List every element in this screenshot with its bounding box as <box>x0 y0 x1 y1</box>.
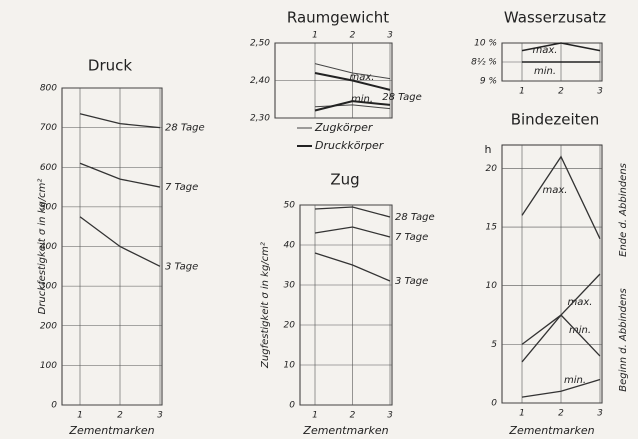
y-axis-label: Druckfestigkeit σ in kg/cm² <box>37 179 48 315</box>
chart-title: Bindezeiten <box>511 111 600 129</box>
annotation: 28 Tage <box>382 92 422 103</box>
annotation: min. <box>564 375 586 386</box>
chart-title: Raumgewicht <box>287 9 389 27</box>
x-tick-label: 2 <box>558 87 564 97</box>
plot-frame <box>299 204 393 406</box>
series-line <box>314 226 391 238</box>
y-tick-label: 0 <box>51 401 57 411</box>
y-tick-label: 2,40 <box>250 76 270 86</box>
legend-label: Zugkörper <box>314 121 374 134</box>
x-tick-label: 3 <box>597 409 603 419</box>
series-label: Ende d. Abbindens <box>618 163 629 257</box>
y-tick-label: 8½ % <box>471 58 497 68</box>
x-axis-label: Zementmarken <box>508 424 594 437</box>
x-tick-label: 3 <box>597 87 603 97</box>
y-tick-label: 20 <box>486 164 498 174</box>
annotation: min. <box>351 94 373 105</box>
y-tick-label: 5 <box>491 340 497 350</box>
series-line <box>521 314 601 357</box>
y-tick-label: 40 <box>284 241 296 251</box>
annotation: min. <box>534 66 556 77</box>
series-label: 7 Tage <box>395 232 428 243</box>
series-label: 3 Tage <box>395 276 428 287</box>
x-tick-label: 3 <box>387 31 393 41</box>
series-line <box>314 63 391 80</box>
series-line <box>79 216 161 267</box>
series-label: 7 Tage <box>165 182 198 193</box>
y-axis-label: Zugfestigkeit σ in kg/cm² <box>260 242 271 369</box>
x-tick-label: 3 <box>387 411 393 421</box>
series-label: 3 Tage <box>165 261 198 272</box>
chart-title: Zug <box>330 171 359 189</box>
series-line <box>314 206 391 218</box>
x-axis-label: Zementmarken <box>302 424 388 437</box>
x-tick-label: 2 <box>117 411 123 421</box>
x-tick-label: 2 <box>558 409 564 419</box>
series-line <box>79 162 161 188</box>
y-tick-label: 9 % <box>480 77 497 87</box>
y-tick-label: 0 <box>491 399 497 409</box>
y-tick-label: 300 <box>40 282 57 292</box>
series-line <box>521 155 601 240</box>
x-axis-label: Zementmarken <box>68 424 154 437</box>
y-tick-label: 20 <box>284 321 296 331</box>
series-line <box>314 104 391 110</box>
x-tick-label: 1 <box>519 87 525 97</box>
y-tick-label: 400 <box>40 242 57 252</box>
x-tick-label: 1 <box>77 411 83 421</box>
y-tick-label: 0 <box>289 401 295 411</box>
y-tick-label: 50 <box>284 201 296 211</box>
y-tick-label: 500 <box>40 202 57 212</box>
y-tick-label: 10 <box>486 281 498 291</box>
legend-label: Druckkörper <box>315 139 385 152</box>
chart-title: Wasserzusatz <box>504 9 606 27</box>
series-label: 28 Tage <box>165 123 205 134</box>
y-tick-label: 100 <box>40 361 57 371</box>
x-tick-label: 2 <box>350 31 356 41</box>
y-tick-label: 15 <box>486 223 498 233</box>
series-line <box>314 72 391 91</box>
y-axis-label: h <box>485 143 492 156</box>
annotation: min. <box>569 325 591 336</box>
x-tick-label: 3 <box>157 411 163 421</box>
chart-title: Druck <box>88 57 132 75</box>
y-tick-label: 2,30 <box>250 114 270 124</box>
annotation: max. <box>350 72 375 83</box>
series-label: 28 Tage <box>395 212 435 223</box>
y-tick-label: 10 <box>284 361 296 371</box>
y-tick-label: 700 <box>40 123 57 133</box>
y-tick-label: 800 <box>40 84 57 94</box>
series-line <box>314 252 391 282</box>
series-label: Beginn d. Abbindens <box>618 288 629 391</box>
series-line <box>521 42 601 52</box>
y-tick-label: 2,50 <box>250 39 270 49</box>
series-line <box>79 113 161 129</box>
y-tick-label: 10 % <box>474 39 497 49</box>
annotation: max. <box>543 185 568 196</box>
y-tick-label: 30 <box>284 281 296 291</box>
series-line <box>521 378 601 398</box>
x-tick-label: 1 <box>519 409 525 419</box>
y-tick-label: 200 <box>40 321 57 331</box>
x-tick-label: 2 <box>350 411 356 421</box>
x-tick-label: 1 <box>312 411 318 421</box>
annotation: max. <box>568 297 593 308</box>
plot-frame <box>501 144 603 404</box>
x-tick-label: 1 <box>312 31 318 41</box>
y-tick-label: 600 <box>40 163 57 173</box>
annotation: max. <box>533 45 558 56</box>
series-line <box>314 100 391 112</box>
